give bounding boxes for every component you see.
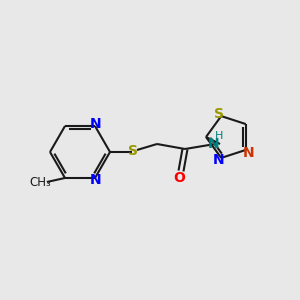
Text: N: N [243, 146, 255, 160]
Text: O: O [173, 171, 185, 185]
Text: N: N [208, 137, 220, 151]
Text: N: N [90, 117, 102, 131]
Text: S: S [214, 107, 224, 121]
Text: S: S [128, 144, 138, 158]
Text: N: N [212, 153, 224, 167]
Text: N: N [90, 173, 102, 187]
Text: CH₃: CH₃ [29, 176, 51, 190]
Text: H: H [215, 131, 223, 141]
